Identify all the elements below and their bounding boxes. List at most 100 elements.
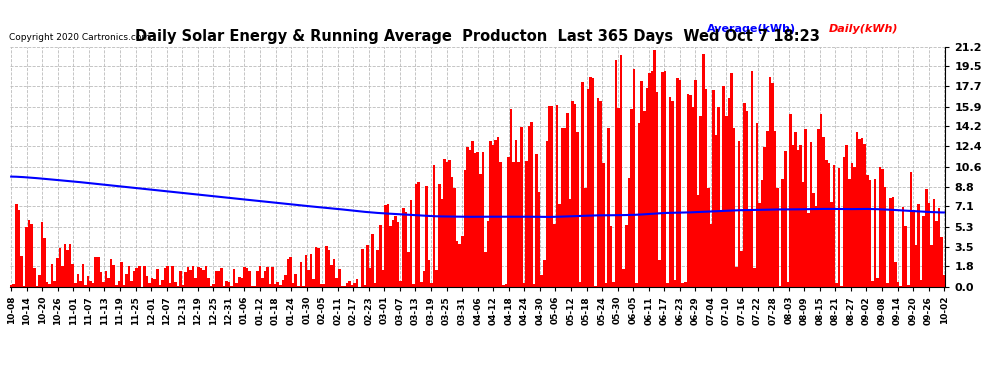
Bar xyxy=(200,268,202,287)
Bar xyxy=(81,264,84,287)
Bar xyxy=(876,278,879,287)
Bar xyxy=(353,283,356,287)
Bar xyxy=(523,283,525,287)
Bar xyxy=(146,276,148,287)
Bar xyxy=(328,251,331,287)
Bar xyxy=(410,200,412,287)
Bar xyxy=(810,142,812,287)
Bar xyxy=(356,279,358,287)
Bar xyxy=(323,284,325,287)
Bar xyxy=(84,285,87,287)
Bar xyxy=(786,282,789,287)
Bar xyxy=(925,189,928,287)
Bar xyxy=(712,90,715,287)
Bar xyxy=(289,257,292,287)
Bar xyxy=(938,209,940,287)
Bar xyxy=(755,123,758,287)
Bar xyxy=(276,282,279,287)
Bar xyxy=(466,147,468,287)
Bar xyxy=(18,210,20,287)
Bar xyxy=(874,179,876,287)
Bar xyxy=(246,268,248,287)
Bar xyxy=(692,107,694,287)
Text: Daily(kWh): Daily(kWh) xyxy=(829,24,898,34)
Bar xyxy=(902,207,905,287)
Bar xyxy=(20,256,23,287)
Text: Average(kWh): Average(kWh) xyxy=(707,24,796,34)
Bar xyxy=(779,286,781,287)
Bar xyxy=(26,226,28,287)
Bar xyxy=(371,234,374,287)
Bar xyxy=(394,216,397,287)
Bar xyxy=(368,267,371,287)
Bar xyxy=(305,255,307,287)
Bar xyxy=(313,279,315,287)
Bar xyxy=(61,266,63,287)
Bar xyxy=(415,184,418,287)
Bar xyxy=(450,177,453,287)
Bar xyxy=(468,150,471,287)
Bar xyxy=(236,284,238,287)
Bar xyxy=(553,224,555,287)
Bar xyxy=(338,269,341,287)
Bar xyxy=(448,160,450,287)
Bar xyxy=(38,275,41,287)
Bar xyxy=(625,225,628,287)
Bar xyxy=(871,281,874,287)
Bar xyxy=(49,284,50,287)
Bar xyxy=(705,89,707,287)
Bar xyxy=(828,163,830,287)
Bar xyxy=(894,262,897,287)
Bar xyxy=(69,244,71,287)
Bar xyxy=(868,180,871,287)
Bar xyxy=(397,222,400,287)
Bar xyxy=(861,138,863,287)
Bar xyxy=(205,266,207,287)
Bar xyxy=(648,74,650,287)
Bar xyxy=(423,272,425,287)
Bar xyxy=(568,199,571,287)
Bar xyxy=(244,267,246,287)
Bar xyxy=(218,271,220,287)
Title: Daily Solar Energy & Running Average  Producton  Last 365 Days  Wed Oct 7 18:23: Daily Solar Energy & Running Average Pro… xyxy=(136,29,820,44)
Bar xyxy=(256,272,258,287)
Bar xyxy=(674,280,676,287)
Bar xyxy=(820,114,823,287)
Bar xyxy=(731,72,733,287)
Bar xyxy=(768,76,771,287)
Bar xyxy=(610,226,612,287)
Bar xyxy=(123,285,126,287)
Bar xyxy=(507,157,510,287)
Bar xyxy=(781,179,784,287)
Bar xyxy=(41,222,44,287)
Bar xyxy=(271,267,274,287)
Bar xyxy=(194,278,197,287)
Text: Copyright 2020 Cartronics.com: Copyright 2020 Cartronics.com xyxy=(9,33,150,42)
Bar xyxy=(497,137,500,287)
Bar xyxy=(233,269,236,287)
Bar xyxy=(184,272,187,287)
Bar xyxy=(46,282,49,287)
Bar xyxy=(645,88,648,287)
Bar xyxy=(815,206,818,287)
Bar xyxy=(274,284,276,287)
Bar xyxy=(742,103,745,287)
Bar xyxy=(892,197,894,287)
Bar xyxy=(418,182,420,287)
Bar xyxy=(297,286,300,287)
Bar xyxy=(805,129,807,287)
Bar xyxy=(774,131,776,287)
Bar xyxy=(905,226,907,287)
Bar xyxy=(750,71,753,287)
Bar xyxy=(63,243,66,287)
Bar xyxy=(207,278,210,287)
Bar xyxy=(281,280,284,287)
Bar xyxy=(666,283,668,287)
Bar xyxy=(44,238,46,287)
Bar xyxy=(886,283,889,287)
Bar xyxy=(723,86,725,287)
Bar xyxy=(433,165,436,287)
Bar xyxy=(512,162,515,287)
Bar xyxy=(253,286,256,287)
Bar xyxy=(505,284,507,287)
